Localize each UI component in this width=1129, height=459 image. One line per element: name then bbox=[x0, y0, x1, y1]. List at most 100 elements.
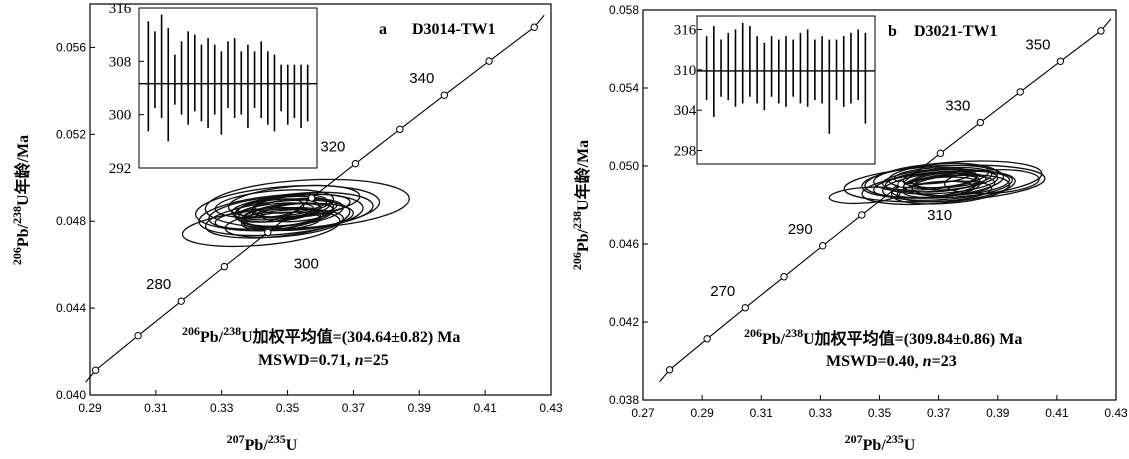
error-ellipse bbox=[884, 168, 999, 195]
y-tick-label: 0.038 bbox=[609, 393, 639, 407]
x-tick-label: 0.41 bbox=[473, 401, 497, 415]
concordia-age-label: 310 bbox=[927, 207, 952, 224]
panel-b-letter: b bbox=[888, 23, 897, 40]
panel-b-ellipses bbox=[828, 160, 1046, 206]
y-tick-label: 0.044 bbox=[56, 301, 86, 315]
y-tick-label: 0.058 bbox=[609, 3, 639, 17]
x-tick-label: 0.39 bbox=[986, 406, 1010, 420]
y-tick-label: 0.048 bbox=[56, 214, 86, 228]
concordia-age-marker bbox=[976, 118, 985, 127]
inset-y-tick-label: 300 bbox=[109, 108, 132, 124]
panel-b-sample-id: D3021-TW1 bbox=[914, 23, 998, 40]
concordia-age-marker bbox=[177, 297, 185, 305]
x-tick-label: 0.33 bbox=[809, 406, 833, 420]
concordia-age-marker bbox=[1016, 88, 1024, 96]
y-tick-label: 0.040 bbox=[56, 388, 86, 402]
concordia-age-marker bbox=[1056, 57, 1065, 65]
concordia-age-marker bbox=[440, 91, 449, 99]
panel-a-concordia: 280 300 320 340 bbox=[85, 14, 545, 383]
panel-b-x-axis-title: 207Pb/235U bbox=[845, 432, 916, 454]
x-tick-label: 0.35 bbox=[276, 401, 300, 415]
x-tick-label: 0.29 bbox=[78, 401, 102, 415]
x-tick-label: 0.35 bbox=[868, 406, 892, 420]
y-tick-label: 0.042 bbox=[609, 315, 639, 329]
x-tick-label: 0.29 bbox=[690, 406, 714, 420]
concordia-age-marker bbox=[264, 228, 272, 237]
error-ellipse bbox=[902, 180, 975, 199]
x-tick-label: 0.43 bbox=[1104, 406, 1128, 420]
y-tick-label: 0.056 bbox=[56, 40, 86, 54]
x-tick-label: 0.37 bbox=[342, 401, 366, 415]
panel-a-axis-ticks: 0.29 0.31 0.33 0.35 0.37 0.39 0.41 0.43 0.040 0.0… bbox=[56, 40, 563, 415]
panel-a-ellipses bbox=[181, 178, 410, 248]
concordia-age-marker bbox=[134, 331, 142, 340]
x-tick-label: 0.31 bbox=[144, 401, 168, 415]
concordia-age-marker bbox=[91, 366, 100, 374]
concordia-age-marker bbox=[897, 180, 905, 188]
concordia-age-marker bbox=[858, 211, 866, 219]
concordia-age-marker bbox=[1097, 27, 1105, 35]
concordia-age-label: 270 bbox=[710, 283, 735, 300]
panel-a-mswd: MSWD=0.71, n=25 bbox=[258, 352, 389, 369]
panel-a-sample-id: D3014-TW1 bbox=[412, 21, 496, 38]
panel-b: 270 290 310 330 350 0.27 0.29 0.31 0.33 0.35 0.37… bbox=[570, 3, 1128, 454]
panel-b-mswd: MSWD=0.40, n=23 bbox=[826, 353, 957, 370]
concordia-age-label: 330 bbox=[945, 98, 970, 115]
panel-b-inset: 316 310 304 298 bbox=[674, 22, 875, 160]
y-tick-label: 0.046 bbox=[609, 237, 639, 251]
inset-y-tick-label: 298 bbox=[674, 144, 697, 160]
error-ellipse bbox=[861, 169, 1016, 206]
y-tick-label: 0.052 bbox=[56, 127, 86, 141]
error-ellipse bbox=[864, 160, 1043, 199]
panel-a-inset: 316 308 300 292 bbox=[109, 1, 317, 177]
inset-y-tick-label: 308 bbox=[109, 54, 132, 70]
concordia-age-marker bbox=[936, 149, 945, 158]
error-ellipse bbox=[240, 211, 322, 231]
concordia-age-label: 340 bbox=[409, 70, 434, 87]
error-ellipse bbox=[911, 170, 978, 189]
panel-a-plot-frame bbox=[89, 3, 552, 396]
concordia-age-marker bbox=[351, 159, 360, 168]
inset-y-tick-label: 310 bbox=[674, 63, 697, 79]
x-tick-label: 0.41 bbox=[1045, 406, 1069, 420]
error-ellipse bbox=[208, 195, 334, 230]
inset-y-tick-label: 316 bbox=[109, 1, 132, 17]
panel-a: 280 300 320 340 0.29 0.31 0.33 0.35 0.37 0.39 0.4… bbox=[10, 1, 563, 454]
x-tick-label: 0.39 bbox=[408, 401, 432, 415]
concordia-age-marker bbox=[819, 242, 827, 250]
concordia-age-marker bbox=[780, 273, 788, 281]
panel-b-y-axis-title: 206Pb/238U年龄/Ma bbox=[570, 140, 592, 270]
error-ellipse bbox=[828, 186, 901, 205]
inset-y-tick-label: 292 bbox=[109, 161, 132, 177]
concordia-age-marker bbox=[307, 194, 316, 202]
concordia-age-marker bbox=[703, 335, 711, 343]
inset-y-tick-label: 316 bbox=[674, 22, 697, 38]
concordia-age-label: 300 bbox=[294, 255, 319, 272]
concordia-age-marker bbox=[220, 262, 229, 271]
x-tick-label: 0.31 bbox=[750, 406, 774, 420]
x-tick-label: 0.33 bbox=[210, 401, 234, 415]
concordia-age-label: 280 bbox=[146, 276, 171, 293]
panel-b-concordia: 270 290 310 330 350 bbox=[659, 18, 1112, 383]
x-tick-label: 0.37 bbox=[927, 406, 951, 420]
x-tick-label: 0.43 bbox=[539, 401, 563, 415]
concordia-age-marker bbox=[485, 57, 493, 65]
x-tick-label: 0.27 bbox=[631, 406, 655, 420]
panel-b-weighted-mean: 206Pb/238U加权平均值=(309.84±0.86) Ma bbox=[744, 326, 1022, 348]
concordia-age-marker bbox=[741, 304, 749, 312]
concordia-age-label: 320 bbox=[320, 139, 345, 156]
concordia-age-label: 290 bbox=[788, 221, 813, 238]
concordia-age-marker bbox=[665, 366, 674, 374]
panel-a-y-axis-title: 206Pb/238U年龄/Ma bbox=[10, 135, 32, 265]
y-tick-label: 0.050 bbox=[609, 159, 639, 173]
error-ellipse bbox=[943, 169, 1040, 195]
panel-a-letter: a bbox=[379, 21, 387, 38]
y-tick-label: 0.054 bbox=[609, 81, 639, 95]
concordia-age-marker bbox=[396, 125, 404, 134]
concordia-age-marker bbox=[530, 23, 538, 31]
concordia-curve bbox=[659, 18, 1112, 383]
panel-a-weighted-mean: 206Pb/238U加权平均值=(304.64±0.82) Ma bbox=[182, 324, 460, 346]
concordia-age-label: 350 bbox=[1025, 36, 1050, 53]
panel-b-axis-ticks: 0.27 0.29 0.31 0.33 0.35 0.37 0.39 0.41 0.43 0.03… bbox=[609, 3, 1128, 420]
